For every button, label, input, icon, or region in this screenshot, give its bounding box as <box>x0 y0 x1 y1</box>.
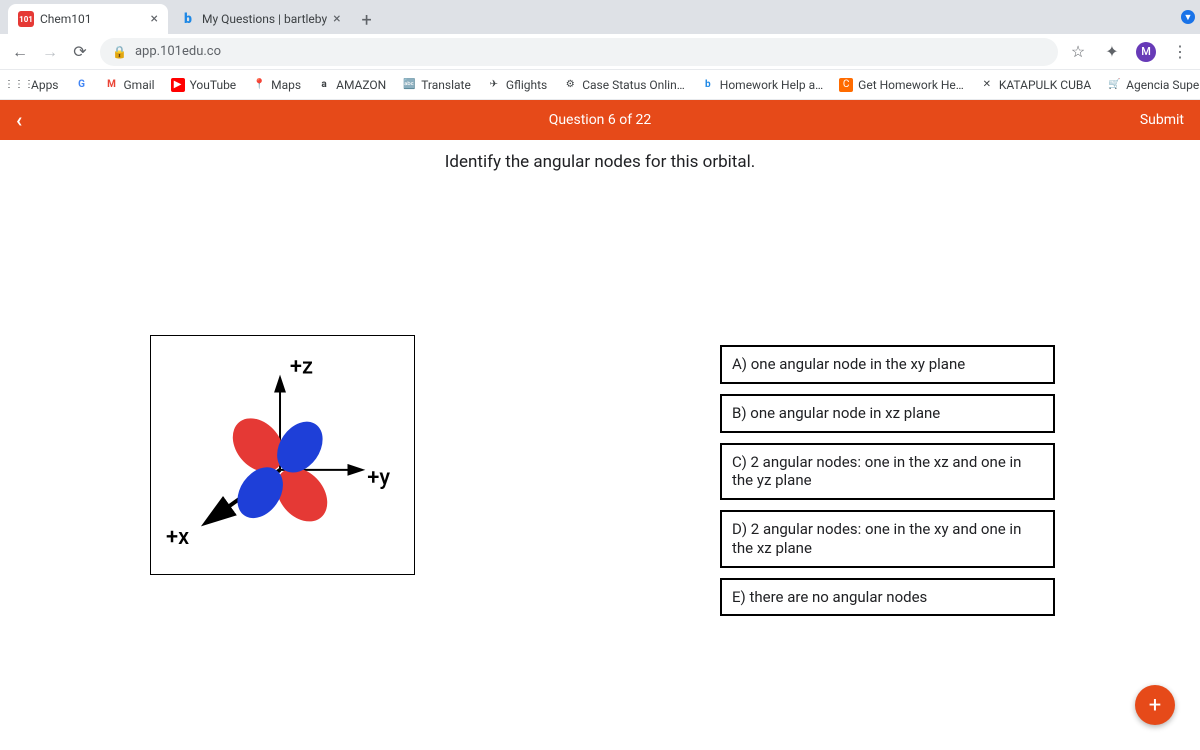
extensions-icon[interactable]: ✦ <box>1102 42 1122 61</box>
bookmark-translate[interactable]: 🔤Translate <box>402 78 471 92</box>
browser-nav-bar: ← → ⟳ 🔒 app.101edu.co ☆ ✦ M ⋮ <box>0 34 1200 70</box>
bartleby-icon: b <box>701 78 715 92</box>
answer-option-c[interactable]: C) 2 angular nodes: one in the xz and on… <box>720 443 1055 501</box>
new-tab-button[interactable]: + <box>353 6 381 34</box>
axis-x-label: +x <box>166 525 189 550</box>
amazon-icon: a <box>317 78 331 92</box>
app-header: ‹ Question 6 of 22 Submit <box>0 100 1200 140</box>
bookmark-get-homework[interactable]: CGet Homework He… <box>839 78 964 92</box>
tab-title: My Questions | bartleby <box>202 12 327 26</box>
answer-option-a[interactable]: A) one angular node in the xy plane <box>720 345 1055 384</box>
reload-icon[interactable]: ⟳ <box>70 42 90 61</box>
katapulk-icon: ✕ <box>980 78 994 92</box>
answer-option-e[interactable]: E) there are no angular nodes <box>720 578 1055 617</box>
profile-avatar[interactable]: M <box>1136 42 1156 62</box>
maps-icon: 📍 <box>252 78 266 92</box>
address-bar[interactable]: 🔒 app.101edu.co <box>100 38 1058 66</box>
tab-favicon: 101 <box>18 11 34 27</box>
bookmark-maps[interactable]: 📍Maps <box>252 78 301 92</box>
orbital-diagram: +z +y +x <box>150 335 415 575</box>
back-chevron-icon[interactable]: ‹ <box>16 108 22 132</box>
flights-icon: ✈ <box>487 78 501 92</box>
extension-indicator-icon[interactable]: ▼ <box>1181 10 1195 24</box>
answer-list: A) one angular node in the xy plane B) o… <box>720 345 1055 616</box>
bookmark-gflights[interactable]: ✈Gflights <box>487 78 547 92</box>
orbital-svg: +z +y +x <box>151 336 414 574</box>
lock-icon: 🔒 <box>112 45 127 59</box>
youtube-icon: ▶ <box>171 78 185 92</box>
browser-tab-chem101[interactable]: 101 Chem101 × <box>8 4 168 34</box>
translate-icon: 🔤 <box>402 78 416 92</box>
axis-y-label: +y <box>367 466 390 491</box>
bookmark-google[interactable]: G <box>75 78 89 92</box>
case-icon: ⚙ <box>563 78 577 92</box>
tab-title: Chem101 <box>40 12 92 26</box>
fab-add-button[interactable]: + <box>1135 685 1175 725</box>
bookmark-katapulk[interactable]: ✕KATAPULK CUBA <box>980 78 1091 92</box>
browser-tab-strip: 101 Chem101 × b My Questions | bartleby … <box>0 0 1200 34</box>
bookmark-case-status[interactable]: ⚙Case Status Onlin… <box>563 78 685 92</box>
bookmark-apps[interactable]: ⋮⋮⋮Apps <box>12 78 59 92</box>
tab-favicon: b <box>180 11 196 27</box>
bookmark-gmail[interactable]: MGmail <box>105 78 155 92</box>
bookmark-homework-help[interactable]: bHomework Help a… <box>701 78 823 92</box>
submit-button[interactable]: Submit <box>1140 112 1184 128</box>
bookmarks-bar: ⋮⋮⋮Apps G MGmail ▶YouTube 📍Maps aAMAZON … <box>0 70 1200 100</box>
bookmark-amazon[interactable]: aAMAZON <box>317 78 386 92</box>
bookmark-youtube[interactable]: ▶YouTube <box>171 78 237 92</box>
question-prompt: Identify the angular nodes for this orbi… <box>0 140 1200 172</box>
browser-tab-bartleby[interactable]: b My Questions | bartleby × <box>170 4 351 34</box>
menu-icon[interactable]: ⋮ <box>1170 42 1190 61</box>
chegg-icon: C <box>839 78 853 92</box>
apps-icon: ⋮⋮⋮ <box>12 78 26 92</box>
gmail-icon: M <box>105 78 119 92</box>
question-counter: Question 6 of 22 <box>549 112 652 128</box>
close-icon[interactable]: × <box>333 11 340 27</box>
axis-z-label: +z <box>290 355 313 380</box>
answer-option-d[interactable]: D) 2 angular nodes: one in the xy and on… <box>720 510 1055 568</box>
back-icon[interactable]: ← <box>10 42 30 62</box>
close-icon[interactable]: × <box>151 11 158 27</box>
answer-option-b[interactable]: B) one angular node in xz plane <box>720 394 1055 433</box>
bookmark-agencia[interactable]: 🛒Agencia Supermar… <box>1107 78 1200 92</box>
star-icon[interactable]: ☆ <box>1068 42 1088 61</box>
google-icon: G <box>75 78 89 92</box>
agencia-icon: 🛒 <box>1107 78 1121 92</box>
content-area: Identify the angular nodes for this orbi… <box>0 140 1200 750</box>
forward-icon: → <box>40 42 60 62</box>
url-text: app.101edu.co <box>135 44 221 59</box>
